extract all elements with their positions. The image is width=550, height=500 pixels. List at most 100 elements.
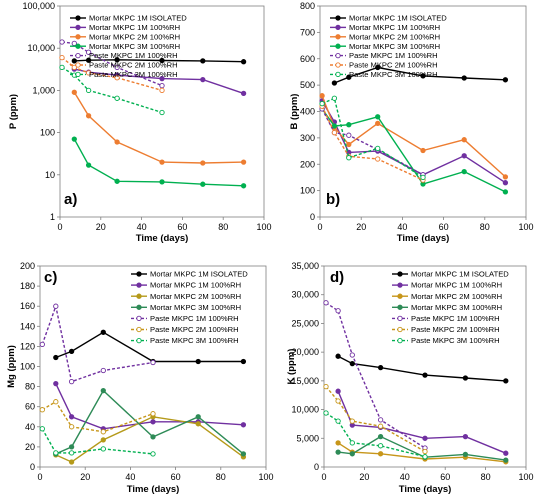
- data-point-a-4: [85, 49, 92, 55]
- data-point-a-3: [159, 179, 165, 185]
- data-point-b-6: [319, 100, 325, 107]
- legend-label: Paste MKPC 2M 100%RH: [349, 61, 438, 70]
- data-point-c-1: [240, 422, 247, 428]
- data-point-b-6: [375, 145, 381, 152]
- data-point-a-6: [85, 87, 92, 94]
- legend-label: Paste MKPC 3M 100%RH: [349, 70, 438, 79]
- plot-frame-d: [323, 265, 527, 468]
- data-point-a-0: [200, 58, 206, 64]
- data-point-a-0: [114, 57, 120, 63]
- x-tick-label-c: 100: [258, 472, 273, 482]
- legend-entry-b-2: Mortar MKPC 2M 100%RH: [330, 32, 440, 41]
- y-axis-title-b: B (ppm): [289, 94, 300, 130]
- legend-label: Mortar MKPC 1M ISOLATED: [89, 14, 187, 23]
- data-point-a-6: [114, 95, 120, 101]
- data-point-c-4: [39, 341, 45, 348]
- x-tick-label-d: 20: [359, 472, 369, 482]
- legend-swatch-marker: [136, 326, 142, 333]
- data-point-d-0: [335, 353, 341, 359]
- legend-entry-a-5: Paste MKPC 2M 100%RH: [70, 61, 178, 70]
- data-point-c-5: [100, 429, 106, 435]
- series-c-5: [39, 399, 156, 435]
- legend-entry-c-2: Mortar MKPC 2M 100%RH: [131, 292, 241, 301]
- legend-swatch-marker: [136, 315, 142, 322]
- legend-label: Mortar MKPC 1M 100%RH: [349, 23, 440, 32]
- legend-label: Paste MKPC 3M 100%RH: [150, 336, 239, 345]
- y-tick-label-b: 500: [300, 80, 315, 90]
- y-tick-label-c: 0: [30, 462, 35, 472]
- legend-swatch-marker: [335, 34, 341, 40]
- legend-swatch-marker: [335, 62, 341, 68]
- series-line-c-2: [55, 416, 244, 463]
- series-line-d-0: [337, 355, 506, 382]
- data-point-c-6: [100, 446, 106, 452]
- data-point-c-3: [240, 451, 247, 457]
- data-point-a-5: [71, 64, 77, 71]
- x-tick-label-b: 80: [480, 222, 490, 232]
- panel-d: 0 5,000 10,000 15,000 20,000 25,000 30,000 35,0…: [286, 261, 534, 495]
- x-axis-title-b: Time (days): [397, 233, 450, 244]
- y-tick-label-d: 35,000: [291, 261, 319, 271]
- legend-swatch-marker: [75, 62, 81, 68]
- data-point-c-0: [68, 348, 75, 355]
- panel-b: 0 100 200 300 400 500 600 700 800 0 20 40 60 80 100 Tim…: [289, 1, 534, 244]
- y-tick-label-a: 10: [45, 170, 55, 180]
- legend-label: Mortar MKPC 2M 100%RH: [89, 32, 180, 41]
- legend-entry-a-3: Mortar MKPC 3M 100%RH: [70, 42, 180, 51]
- legend-swatch-marker: [397, 293, 403, 299]
- legend-label: Paste MKPC 1M 100%RH: [89, 51, 178, 60]
- series-line-b-5: [321, 105, 424, 181]
- legend-swatch-marker: [136, 271, 142, 277]
- data-point-c-6: [39, 426, 45, 432]
- data-point-a-1: [240, 90, 247, 97]
- y-tick-label-b: 0: [310, 212, 315, 222]
- legend-d: Mortar MKPC 1M ISOLATED Mortar MKPC 1M 10…: [392, 270, 509, 345]
- data-point-b-2: [461, 137, 467, 143]
- panel-a: 1 10 100 1,000 10,000 100,000 0 20 40 60 80 100 Time…: [8, 1, 272, 244]
- x-tick-label-b: 40: [397, 222, 407, 232]
- series-d-4: [323, 300, 428, 451]
- legend-entry-b-1: Mortar MKPC 1M 100%RH: [330, 23, 440, 32]
- series-c-1: [53, 380, 247, 432]
- legend-swatch-marker: [335, 15, 341, 21]
- data-point-d-6: [377, 443, 384, 449]
- series-c-0: [53, 329, 247, 365]
- data-point-b-5: [375, 156, 381, 162]
- legend-swatch-marker: [75, 71, 81, 78]
- series-line-b-6: [321, 97, 424, 178]
- data-point-c-0: [53, 354, 59, 361]
- data-point-d-1: [503, 450, 509, 456]
- data-point-d-6: [422, 454, 428, 460]
- data-point-b-3: [502, 189, 509, 195]
- data-point-b-0: [420, 73, 426, 79]
- data-point-d-4: [349, 352, 355, 358]
- x-tick-label-a: 0: [57, 222, 62, 232]
- x-tick-label-a: 80: [218, 222, 228, 232]
- legend-swatch-marker: [397, 271, 403, 277]
- legend-label: Mortar MKPC 2M 100%RH: [150, 292, 241, 301]
- legend-c: Mortar MKPC 1M ISOLATED Mortar MKPC 1M 10…: [131, 270, 248, 345]
- data-point-b-1: [461, 153, 467, 159]
- data-point-c-2: [195, 421, 201, 427]
- y-tick-label-c: 180: [20, 281, 35, 291]
- x-tick-label-b: 20: [356, 222, 366, 232]
- data-point-d-6: [335, 418, 341, 424]
- series-line-a-4: [61, 41, 163, 87]
- data-point-a-0: [85, 57, 92, 63]
- legend-swatch-marker: [397, 337, 403, 344]
- data-point-b-0: [375, 64, 381, 71]
- y-tick-label-d: 0: [314, 462, 319, 472]
- y-tick-label-a: 100: [40, 128, 55, 138]
- y-tick-label-c: 20: [25, 442, 35, 452]
- data-point-a-6: [59, 64, 65, 71]
- data-point-a-1: [159, 75, 165, 82]
- legend-label: Paste MKPC 2M 100%RH: [89, 61, 178, 70]
- panel-label-a: a): [64, 191, 77, 208]
- x-tick-label-d: 80: [481, 472, 491, 482]
- legend-swatch-marker: [335, 43, 341, 49]
- data-point-d-3: [503, 457, 509, 463]
- y-tick-label-c: 140: [20, 321, 35, 331]
- legend-label: Paste MKPC 1M 100%RH: [150, 314, 239, 323]
- data-point-c-6: [53, 450, 59, 456]
- x-tick-label-b: 0: [317, 222, 322, 232]
